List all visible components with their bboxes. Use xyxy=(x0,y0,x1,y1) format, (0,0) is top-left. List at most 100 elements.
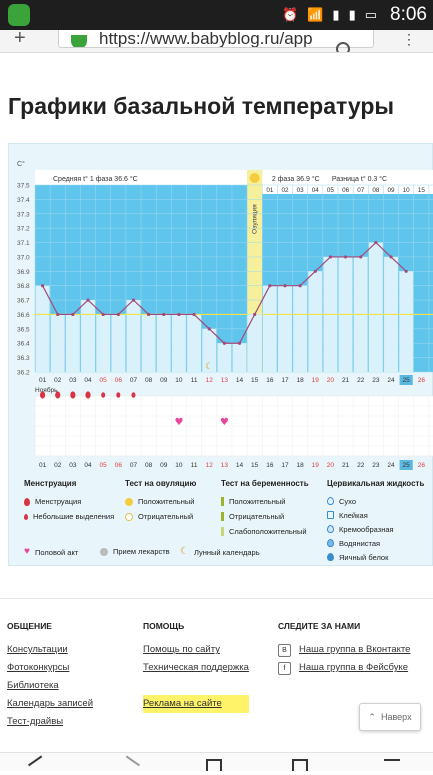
drop-icon xyxy=(55,391,60,398)
url-text: https://www.babyblog.ru/app xyxy=(99,30,313,48)
drop-icon xyxy=(85,391,90,398)
temperature-point xyxy=(344,255,347,258)
drop-icon xyxy=(24,498,30,506)
x-day-label: 10 xyxy=(175,377,183,384)
back-nav-icon[interactable] xyxy=(28,755,48,774)
legend-lunar: ☾Лунный календарь xyxy=(180,547,260,557)
legend-item: Клейкая xyxy=(327,508,424,522)
phase2-label: 2 фаза 36.9 °C xyxy=(272,175,320,183)
footer-link-site-help[interactable]: Помощь по сайту xyxy=(143,641,249,659)
x-day-label: 02 xyxy=(54,377,62,384)
footer-link-calendar[interactable]: Календарь записей xyxy=(7,695,93,713)
legend-label: Клейкая xyxy=(339,511,368,520)
wifi-icon: 📶 xyxy=(307,7,323,23)
temperature-bar xyxy=(172,314,186,372)
temperature-point xyxy=(223,342,226,345)
small-drop-icon xyxy=(101,392,105,398)
menu-nav-icon[interactable] xyxy=(384,759,400,771)
x-day-label-bottom: 15 xyxy=(251,462,259,469)
add-tab-icon[interactable]: + xyxy=(14,30,26,46)
tabs-nav-icon[interactable] xyxy=(206,759,222,771)
temperature-bar xyxy=(66,314,80,372)
legend-item: Слабоположительный xyxy=(221,524,309,539)
footer-col-help: ПОМОЩЬ Помощь по сайту Техническая подде… xyxy=(143,621,249,713)
legend-item: Менструация xyxy=(24,494,114,509)
phase-day-label: 15 xyxy=(418,187,426,194)
temperature-bar xyxy=(399,271,413,372)
x-day-label: 13 xyxy=(221,377,229,384)
legend-label: Водянистая xyxy=(339,539,380,548)
legend-item: Водянистая xyxy=(327,536,424,550)
temperature-bar xyxy=(127,300,141,372)
temperature-bar xyxy=(308,271,322,372)
y-tick-label: 36.3 xyxy=(17,355,30,362)
sticky-icon xyxy=(327,511,334,519)
moon-icon: ☾ xyxy=(180,547,189,557)
security-shield-icon xyxy=(71,35,87,48)
legend-heading: Менструация xyxy=(24,479,114,488)
legend-menstruation: Менструация Менструация Небольшие выделе… xyxy=(24,479,114,524)
temperature-point xyxy=(374,241,377,244)
phase-day-label: 07 xyxy=(357,187,365,194)
legend-label: Положительный xyxy=(229,497,285,506)
x-day-label-bottom: 07 xyxy=(130,462,138,469)
alarm-icon: ⏰ xyxy=(282,7,298,23)
x-day-label-bottom: 12 xyxy=(206,462,214,469)
legend-label: Менструация xyxy=(35,497,81,506)
legend-item: Кремообразная xyxy=(327,522,424,536)
single-bar-icon xyxy=(221,512,224,521)
footer-link-advertising[interactable]: Реклама на сайте xyxy=(143,695,249,713)
legend-item: Отрицательный xyxy=(125,509,196,524)
legend-label: Прием лекарств xyxy=(113,547,170,556)
temperature-point xyxy=(41,284,44,287)
footer-link-consultations[interactable]: Консультации xyxy=(7,641,93,659)
temperature-point xyxy=(117,313,120,316)
legend-heading: Цервикальная жидкость xyxy=(327,479,424,488)
footer-link-photo-contests[interactable]: Фотоконкурсы xyxy=(7,659,93,677)
legend-label: Небольшие выделения xyxy=(33,512,114,521)
back-to-top-label: Наверх xyxy=(381,712,412,722)
close-icon[interactable] xyxy=(336,42,350,53)
faint-bar-icon xyxy=(221,527,224,536)
vk-icon: B xyxy=(278,644,291,657)
x-day-label-bottom: 21 xyxy=(342,462,350,469)
footer-link-tech-support[interactable]: Техническая поддержка xyxy=(143,659,249,677)
phase-day-label: 02 xyxy=(281,187,289,194)
temperature-point xyxy=(56,313,59,316)
y-tick-label: 36.6 xyxy=(17,312,30,319)
temperature-bar xyxy=(81,300,95,372)
egg-white-icon xyxy=(327,553,334,561)
facebook-icon: f xyxy=(278,662,291,675)
diff-label: Разница t° 0.3 °C xyxy=(332,175,387,183)
url-field[interactable]: https://www.babyblog.ru/app xyxy=(58,30,374,48)
empty-circle-icon xyxy=(125,513,133,521)
x-day-label: 19 xyxy=(312,377,320,384)
back-to-top-button[interactable]: ⌃ Наверх xyxy=(359,703,421,731)
legend-label: Отрицательный xyxy=(229,512,284,521)
status-icons: ⏰ 📶 ▮ ▮ ▭ 8:06 xyxy=(282,0,427,30)
temperature-point xyxy=(389,255,392,258)
footer-heading: ОБЩЕНИЕ xyxy=(7,621,93,631)
heart-icon: ♥ xyxy=(220,417,229,428)
y-tick-label: 36.8 xyxy=(17,283,30,290)
temperature-bar xyxy=(217,343,231,372)
x-day-label: 12 xyxy=(206,377,214,384)
y-tick-label: 36.2 xyxy=(17,370,30,377)
x-day-label-bottom: 05 xyxy=(100,462,108,469)
temperature-bar xyxy=(187,314,201,372)
menu-dots-icon[interactable]: ⋮ xyxy=(402,36,408,48)
footer-link-test-drives[interactable]: Тест-драйвы xyxy=(7,713,93,731)
footer-link-library[interactable]: Библиотека xyxy=(7,677,93,695)
yellow-circle-icon xyxy=(125,498,133,506)
legend-ovulation-test: Тест на овуляцию Положительный Отрицател… xyxy=(125,479,196,524)
temperature-bar xyxy=(278,286,292,372)
small-drop-icon xyxy=(24,514,28,520)
x-day-label-bottom: 11 xyxy=(191,462,198,469)
forward-nav-icon[interactable] xyxy=(120,755,140,774)
chevron-up-icon: ⌃ xyxy=(368,712,376,723)
bookmark-nav-icon[interactable] xyxy=(292,759,308,771)
legend-item: Яичный белок xyxy=(327,550,424,564)
dry-icon xyxy=(327,497,334,505)
